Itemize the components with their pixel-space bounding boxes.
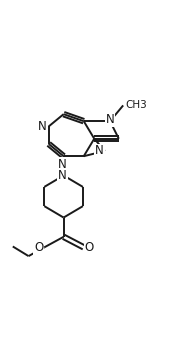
Text: N: N bbox=[95, 145, 104, 158]
Text: N: N bbox=[38, 120, 47, 133]
Text: N: N bbox=[57, 158, 66, 171]
Text: N: N bbox=[58, 169, 67, 182]
Text: O: O bbox=[34, 241, 43, 254]
Text: N: N bbox=[106, 113, 114, 126]
Text: O: O bbox=[85, 241, 94, 254]
Text: CH3: CH3 bbox=[125, 100, 147, 110]
